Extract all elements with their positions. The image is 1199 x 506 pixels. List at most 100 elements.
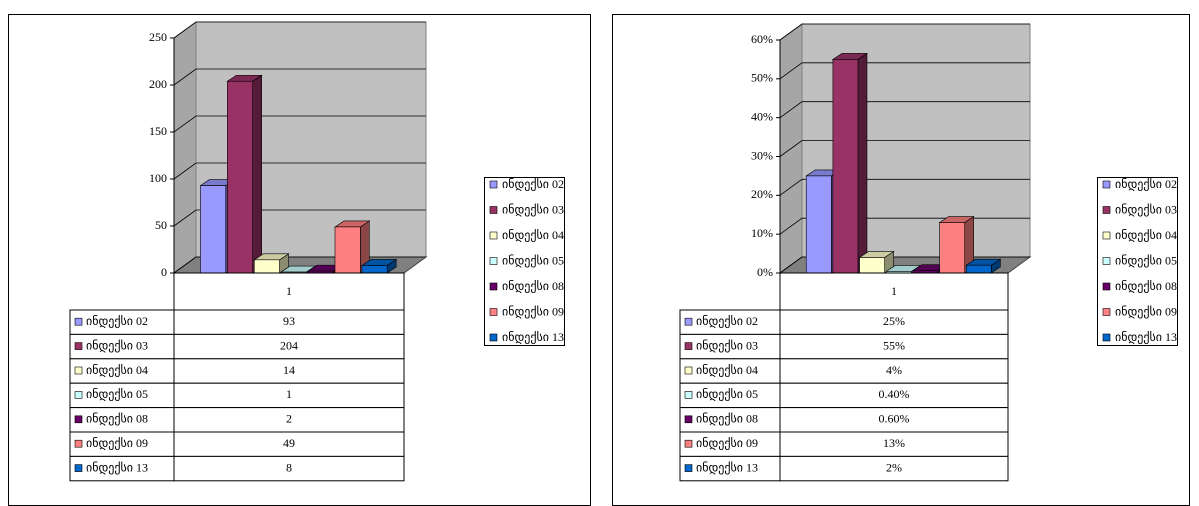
y-tick-label: 30% [751, 148, 773, 162]
table-value: 4% [886, 363, 902, 377]
table-header [779, 272, 1009, 311]
legend-label: ინდექსი 13 [1115, 330, 1177, 344]
legend-key [1102, 333, 1111, 342]
table-cell [779, 431, 1009, 457]
grid-line [779, 178, 1030, 196]
legend-key [684, 391, 693, 399]
legend-label: ინდექსი 05 [1115, 253, 1177, 267]
table-value: 49 [283, 436, 295, 450]
legend-key [489, 282, 498, 291]
bar [361, 265, 388, 274]
legend-label: ინდექსი 08 [502, 279, 564, 293]
y-tick-label: 0 [161, 265, 167, 279]
legend-key [74, 415, 83, 424]
side-wall [173, 21, 197, 274]
legend-label: ინდექსი 09 [1115, 304, 1177, 318]
table-cell [679, 407, 781, 433]
table-cell [779, 382, 1009, 409]
legend-label: ინდექსი 04 [502, 228, 564, 242]
bar-side [857, 52, 868, 274]
table-cell [173, 333, 405, 360]
table-series-name: ინდექსი 08 [86, 412, 148, 426]
grid-line [173, 68, 426, 86]
bar [939, 222, 965, 274]
table-cell [69, 407, 175, 433]
legend-key [1102, 206, 1111, 214]
bar [805, 175, 832, 274]
table-cell [779, 407, 1009, 433]
grid-line [173, 115, 426, 133]
table-series-name: ინდექსი 09 [86, 436, 148, 450]
table-value: 204 [280, 338, 298, 352]
legend-key [74, 366, 83, 375]
y-tick-label: 50% [751, 71, 773, 85]
grid-line [779, 140, 1030, 157]
table-cell [69, 382, 175, 409]
table-value: 25% [883, 314, 905, 328]
table-cell [69, 309, 175, 335]
table-value: 14 [283, 363, 295, 377]
y-tick-label: 200 [149, 77, 167, 91]
table-value: 0.40% [879, 387, 910, 401]
table-series-name: ინდექსი 02 [696, 314, 758, 328]
legend-label: ინდექსი 03 [1115, 202, 1177, 216]
table-cell [679, 358, 781, 384]
bar [227, 80, 253, 274]
legend-key [74, 317, 83, 326]
table-cell [779, 333, 1009, 360]
table-series-name: ინდექსი 02 [86, 314, 148, 328]
legend-key [74, 439, 83, 448]
legend-label: ინდექსი 02 [502, 177, 564, 191]
legend-key [684, 366, 693, 375]
table-series-name: ინდექსი 13 [86, 460, 148, 474]
legend-key [1102, 308, 1111, 316]
table-series-name: ინდექსი 03 [696, 338, 758, 352]
legend-key [489, 206, 498, 214]
legend-key [489, 333, 498, 342]
legend-key [74, 342, 83, 350]
legend-key [684, 464, 693, 472]
table-cell [173, 407, 405, 433]
table-value: 1 [286, 387, 292, 401]
y-tick-label: 60% [751, 32, 773, 46]
bar [859, 257, 885, 274]
table-header [173, 272, 405, 311]
grid-line [779, 23, 1030, 41]
table-series-name: ინდექსი 04 [696, 363, 758, 377]
table-series-name: ინდექსი 13 [696, 460, 758, 474]
table-series-name: ინდექსი 03 [86, 338, 148, 352]
legend-label: ინდექსი 04 [1115, 228, 1177, 242]
grid-line [779, 62, 1030, 80]
y-tick-label: 40% [751, 109, 773, 123]
table-series-name: ინდექსი 08 [696, 412, 758, 426]
legend-key [74, 464, 83, 472]
legend-box [484, 177, 565, 346]
legend-key [684, 415, 693, 424]
legend-label: ინდექსი 05 [502, 253, 564, 267]
legend-key [684, 439, 693, 448]
grid-line [173, 21, 426, 39]
bar [965, 264, 992, 274]
legend-label: ინდექსი 13 [502, 330, 564, 344]
table-cell [779, 309, 1009, 335]
y-tick-label: 100 [149, 171, 167, 185]
legend-label: ინდექსი 03 [502, 202, 564, 216]
table-cell [679, 431, 781, 457]
table-value: 8 [286, 460, 292, 474]
category-label: 1 [286, 284, 292, 298]
y-tick-label: 50 [155, 218, 167, 232]
table-cell [69, 431, 175, 457]
legend-key [1102, 231, 1111, 240]
legend-box [1097, 177, 1178, 346]
y-tick-label: 10% [751, 226, 773, 240]
legend-key [489, 180, 498, 189]
legend-key [684, 317, 693, 326]
legend-label: ინდექსი 02 [1115, 177, 1177, 191]
y-tick-label: 250 [149, 30, 167, 44]
bar [200, 185, 227, 274]
table-cell [173, 309, 405, 335]
legend-key [1102, 257, 1111, 265]
grid-line [173, 162, 426, 180]
category-label: 1 [891, 284, 897, 298]
